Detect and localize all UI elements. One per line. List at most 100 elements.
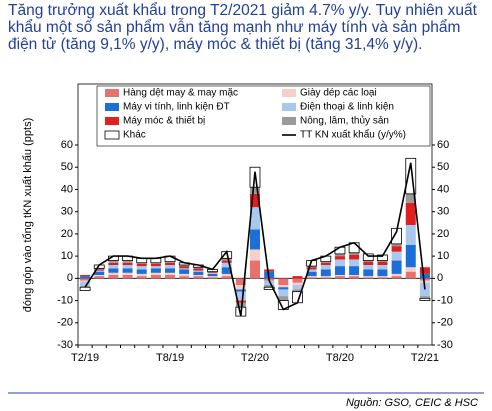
bar-segment: [377, 277, 388, 279]
bar-segment: [405, 225, 416, 245]
bar-segment: [320, 269, 331, 277]
bar-segment: [150, 263, 161, 267]
y-tick-label: -30: [57, 339, 73, 351]
legend-swatch: [104, 130, 120, 140]
bar-segment: [391, 251, 402, 261]
bar-segment: [349, 259, 360, 267]
bar-segment: [405, 202, 416, 225]
bar-segment: [193, 267, 204, 269]
bar-segment: [165, 261, 176, 263]
bar-segment: [264, 280, 275, 285]
bar-segment: [207, 276, 218, 278]
bar-segment: [306, 276, 317, 278]
bar-segment: [391, 246, 402, 252]
bar-segment: [179, 265, 190, 267]
bar-segment: [221, 262, 232, 268]
bar-segment: [207, 271, 218, 273]
bar-segment: [136, 269, 147, 274]
bar-segment: [278, 287, 289, 290]
bar-segment: [80, 281, 91, 287]
bar-segment: [419, 280, 430, 283]
bar-segment: [79, 286, 91, 291]
bar-segment: [136, 266, 147, 270]
bar-segment: [292, 276, 303, 279]
bar-segment: [334, 276, 345, 279]
y2-tick-label: -20: [437, 317, 453, 329]
bar-segment: [179, 266, 190, 269]
bar-segment: [235, 291, 246, 301]
bar-segment: [108, 268, 119, 273]
bar-segment: [320, 276, 331, 278]
x-tick-label: T8/19: [156, 352, 184, 364]
bar-segment: [193, 276, 204, 279]
legend-label: Giày dép các loại: [300, 88, 377, 99]
y-tick-label: 10: [61, 250, 73, 262]
bar-segment: [278, 285, 289, 288]
bar-segment: [235, 302, 246, 308]
bar-segment: [363, 276, 374, 278]
bar-segment: [165, 272, 176, 275]
bar-segment: [362, 253, 374, 261]
bar-segment: [391, 273, 402, 277]
bar-segment: [193, 271, 204, 275]
legend-label: Máy vi tính, linh kiện ĐT: [123, 102, 230, 113]
bar-segment: [221, 276, 232, 279]
bar-segment: [80, 275, 91, 277]
bar-segment: [306, 277, 317, 279]
legend-swatch: [282, 103, 296, 111]
bar-segment: [207, 273, 218, 277]
bar-segment: [278, 296, 289, 301]
bar-segment: [292, 278, 303, 283]
bar-segment: [377, 265, 388, 270]
bar-segment: [150, 268, 161, 273]
bar-segment: [377, 269, 388, 277]
bar-segment: [363, 269, 374, 277]
bar-segment: [221, 258, 232, 261]
bar-segment: [334, 253, 345, 257]
bar-segment: [405, 245, 416, 268]
bar-segment: [165, 268, 176, 273]
bar-segment: [250, 260, 260, 279]
bar-segment: [150, 272, 161, 275]
bar-segment: [235, 285, 246, 290]
bar-segment: [193, 268, 204, 271]
bar-segment: [334, 275, 345, 277]
bar-segment: [349, 255, 360, 260]
bar-segment: [292, 282, 303, 285]
bar-segment: [250, 193, 260, 208]
legend-label: Hàng dệt may & may mặc: [123, 88, 238, 99]
bar-segment: [122, 260, 133, 263]
bar-segment: [221, 273, 232, 277]
y2-tick-label: -10: [437, 294, 453, 306]
bar-segment: [334, 266, 345, 275]
legend-swatch: [105, 103, 119, 111]
bar-segment: [349, 276, 360, 279]
x-tick-label: T8/20: [326, 352, 354, 364]
bar-segment: [136, 276, 147, 279]
y2-tick-label: 40: [437, 183, 449, 195]
bar-segment: [150, 275, 161, 279]
bar-segment: [349, 266, 360, 275]
bar-segment: [405, 193, 416, 203]
bar-segment: [349, 275, 360, 277]
bar-segment: [122, 275, 133, 279]
bar-segment: [136, 262, 147, 264]
bar-segment: [419, 297, 431, 301]
bar-segment: [108, 275, 119, 279]
bar-segment: [108, 265, 119, 269]
y-tick-label: 60: [61, 139, 73, 151]
y-axis-title: đóng góp vào tổng tKN xuất khẩu (ppts): [22, 118, 34, 312]
bar-segment: [292, 289, 303, 292]
legend-label: Khác: [123, 130, 146, 141]
bar-segment: [320, 261, 331, 263]
bar-segment: [419, 273, 430, 279]
y-tick-label: -20: [57, 317, 73, 329]
bar-segment: [94, 270, 105, 272]
bar-segment: [235, 278, 246, 285]
bar-segment: [264, 285, 275, 288]
bar-segment: [363, 260, 374, 262]
bar-segment: [108, 260, 119, 263]
bar-segment: [419, 296, 430, 299]
bar-segment: [122, 262, 133, 265]
bar-segment: [306, 267, 317, 270]
